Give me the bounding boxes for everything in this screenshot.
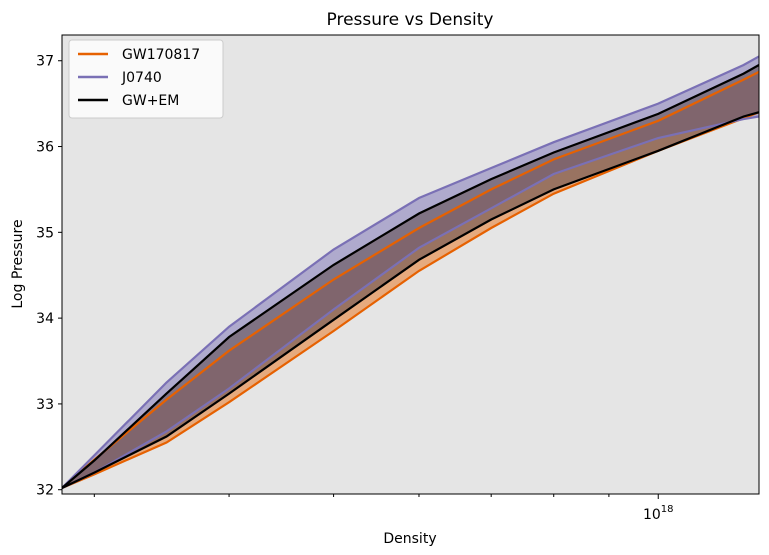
series-lower-line-2 <box>62 111 759 489</box>
y-axis: 32 33 34 35 36 37 <box>36 54 62 499</box>
legend-box <box>68 39 224 119</box>
y-tick-label: 36 <box>36 140 54 156</box>
series-upper-line-2 <box>62 64 759 489</box>
x-axis-label: Density <box>383 531 436 547</box>
y-tick-label: 37 <box>36 54 54 70</box>
x-tick-label: 1018 <box>643 504 674 523</box>
series-upper-line-1 <box>62 55 759 489</box>
y-tick-label: 32 <box>36 483 54 499</box>
lines-layer <box>62 55 759 490</box>
legend: GW170817 J0740 GW+EM <box>68 39 224 119</box>
y-tick-label: 33 <box>36 397 54 413</box>
y-tick-label: 34 <box>36 311 54 327</box>
series-upper-line-0 <box>62 70 759 489</box>
x-axis: 1018 <box>93 494 674 523</box>
legend-label: GW+EM <box>122 93 179 109</box>
legend-label: J0740 <box>121 70 162 86</box>
y-tick-label: 35 <box>36 225 54 241</box>
chart-title: Pressure vs Density <box>327 10 494 30</box>
legend-label: GW170817 <box>122 47 200 63</box>
y-axis-label: Log Pressure <box>10 219 26 308</box>
plot-frame <box>61 34 760 495</box>
series-lower-line-1 <box>62 115 759 489</box>
